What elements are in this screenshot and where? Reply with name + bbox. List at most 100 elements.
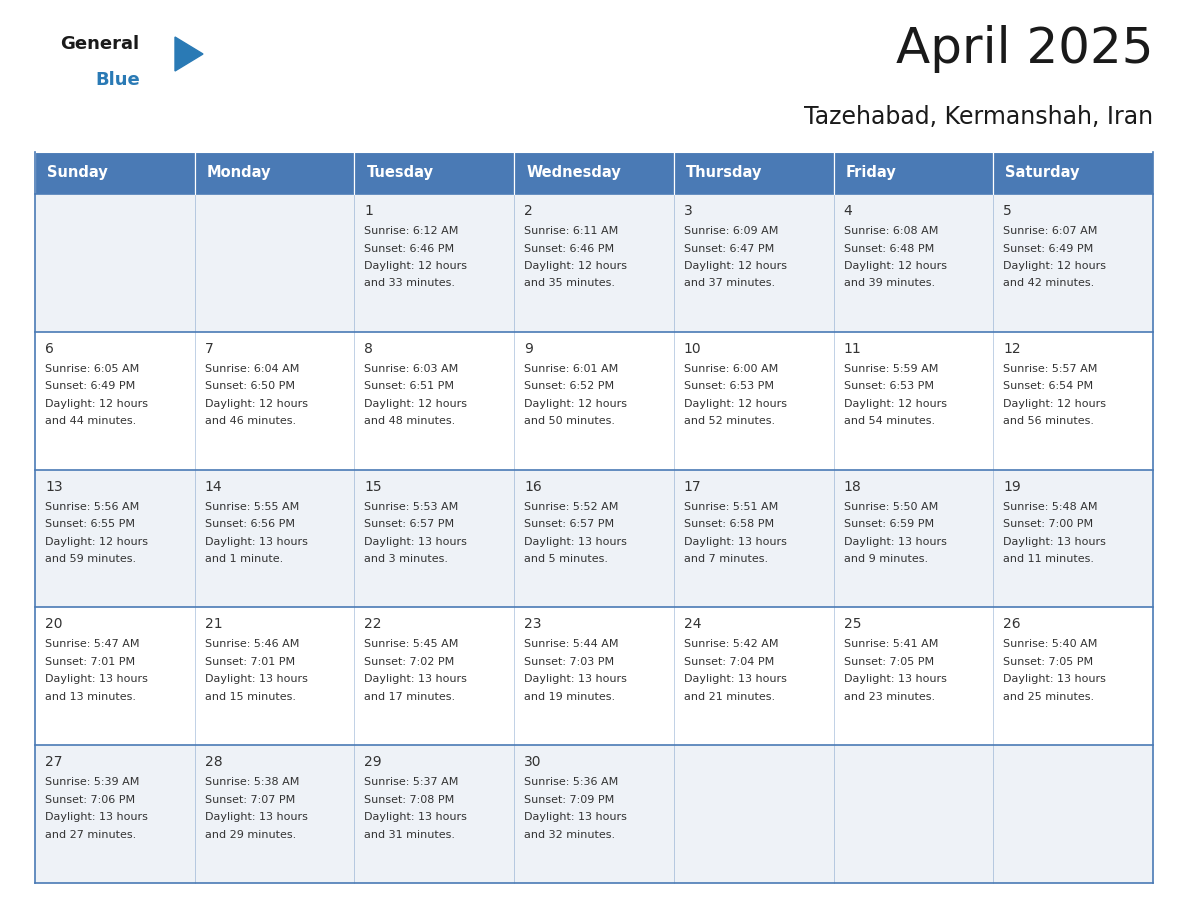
Bar <box>993 608 1154 745</box>
Text: and 52 minutes.: and 52 minutes. <box>684 416 775 426</box>
Text: Daylight: 12 hours: Daylight: 12 hours <box>45 398 148 409</box>
Text: Daylight: 12 hours: Daylight: 12 hours <box>524 398 627 409</box>
Text: Sunrise: 5:45 AM: Sunrise: 5:45 AM <box>365 640 459 649</box>
Text: Monday: Monday <box>207 165 271 181</box>
Text: Daylight: 13 hours: Daylight: 13 hours <box>365 675 467 685</box>
Text: Sunset: 6:49 PM: Sunset: 6:49 PM <box>45 381 135 391</box>
Text: Sunset: 6:54 PM: Sunset: 6:54 PM <box>1004 381 1093 391</box>
Bar <box>195 152 354 194</box>
Bar <box>834 745 993 883</box>
Bar <box>34 745 195 883</box>
Text: Sunrise: 5:57 AM: Sunrise: 5:57 AM <box>1004 364 1098 374</box>
Bar <box>834 608 993 745</box>
Bar <box>514 331 674 470</box>
Text: and 19 minutes.: and 19 minutes. <box>524 692 615 702</box>
Text: 1: 1 <box>365 204 373 218</box>
Text: Daylight: 13 hours: Daylight: 13 hours <box>45 675 147 685</box>
Text: 9: 9 <box>524 341 533 356</box>
Text: Daylight: 13 hours: Daylight: 13 hours <box>684 537 786 546</box>
Text: Sunrise: 5:38 AM: Sunrise: 5:38 AM <box>204 778 299 788</box>
Text: Sunset: 6:47 PM: Sunset: 6:47 PM <box>684 243 775 253</box>
Text: Sunrise: 6:05 AM: Sunrise: 6:05 AM <box>45 364 139 374</box>
Text: Sunrise: 6:12 AM: Sunrise: 6:12 AM <box>365 226 459 236</box>
Text: and 5 minutes.: and 5 minutes. <box>524 554 608 564</box>
Bar <box>514 608 674 745</box>
Text: 18: 18 <box>843 479 861 494</box>
Text: Daylight: 13 hours: Daylight: 13 hours <box>524 675 627 685</box>
Bar <box>514 152 674 194</box>
Text: 7: 7 <box>204 341 214 356</box>
Text: Sunrise: 5:42 AM: Sunrise: 5:42 AM <box>684 640 778 649</box>
Bar <box>354 608 514 745</box>
Text: Sunrise: 6:08 AM: Sunrise: 6:08 AM <box>843 226 939 236</box>
Bar <box>354 194 514 331</box>
Bar <box>993 745 1154 883</box>
Text: 25: 25 <box>843 618 861 632</box>
Text: Sunrise: 5:41 AM: Sunrise: 5:41 AM <box>843 640 939 649</box>
Bar <box>354 152 514 194</box>
Text: and 35 minutes.: and 35 minutes. <box>524 278 615 288</box>
Text: Sunset: 7:01 PM: Sunset: 7:01 PM <box>45 657 135 666</box>
Text: Daylight: 13 hours: Daylight: 13 hours <box>524 537 627 546</box>
Text: 20: 20 <box>45 618 63 632</box>
Bar <box>195 331 354 470</box>
Text: Sunset: 6:55 PM: Sunset: 6:55 PM <box>45 519 135 529</box>
Bar <box>674 608 834 745</box>
Text: 26: 26 <box>1004 618 1020 632</box>
Text: Sunset: 7:08 PM: Sunset: 7:08 PM <box>365 795 455 805</box>
Text: and 33 minutes.: and 33 minutes. <box>365 278 455 288</box>
Text: Saturday: Saturday <box>1005 165 1080 181</box>
Text: 11: 11 <box>843 341 861 356</box>
Text: and 42 minutes.: and 42 minutes. <box>1004 278 1094 288</box>
Text: 19: 19 <box>1004 479 1020 494</box>
Text: Sunrise: 5:39 AM: Sunrise: 5:39 AM <box>45 778 139 788</box>
Text: Sunrise: 5:40 AM: Sunrise: 5:40 AM <box>1004 640 1098 649</box>
Text: Sunrise: 5:52 AM: Sunrise: 5:52 AM <box>524 501 619 511</box>
Bar <box>993 331 1154 470</box>
Text: 23: 23 <box>524 618 542 632</box>
Text: 27: 27 <box>45 756 63 769</box>
Text: Tuesday: Tuesday <box>366 165 434 181</box>
Text: Sunrise: 5:51 AM: Sunrise: 5:51 AM <box>684 501 778 511</box>
Text: Sunrise: 6:01 AM: Sunrise: 6:01 AM <box>524 364 619 374</box>
Text: and 1 minute.: and 1 minute. <box>204 554 283 564</box>
Text: Daylight: 13 hours: Daylight: 13 hours <box>1004 537 1106 546</box>
Text: Sunrise: 5:55 AM: Sunrise: 5:55 AM <box>204 501 299 511</box>
Text: 16: 16 <box>524 479 542 494</box>
Bar <box>674 470 834 608</box>
Text: and 59 minutes.: and 59 minutes. <box>45 554 137 564</box>
Text: Sunset: 6:46 PM: Sunset: 6:46 PM <box>524 243 614 253</box>
Text: 17: 17 <box>684 479 701 494</box>
Text: Sunset: 6:58 PM: Sunset: 6:58 PM <box>684 519 775 529</box>
Text: and 46 minutes.: and 46 minutes. <box>204 416 296 426</box>
Bar <box>674 152 834 194</box>
Text: 4: 4 <box>843 204 852 218</box>
Text: Sunset: 7:06 PM: Sunset: 7:06 PM <box>45 795 135 805</box>
Text: Blue: Blue <box>95 71 140 89</box>
Text: Sunset: 6:49 PM: Sunset: 6:49 PM <box>1004 243 1093 253</box>
Text: General: General <box>61 35 139 53</box>
Bar <box>195 745 354 883</box>
Text: Daylight: 13 hours: Daylight: 13 hours <box>843 537 947 546</box>
Text: 3: 3 <box>684 204 693 218</box>
Text: 6: 6 <box>45 341 53 356</box>
Text: Sunrise: 6:09 AM: Sunrise: 6:09 AM <box>684 226 778 236</box>
Bar <box>195 470 354 608</box>
Text: Daylight: 13 hours: Daylight: 13 hours <box>365 537 467 546</box>
Text: Sunrise: 5:59 AM: Sunrise: 5:59 AM <box>843 364 939 374</box>
Polygon shape <box>175 37 203 71</box>
Text: Sunrise: 6:04 AM: Sunrise: 6:04 AM <box>204 364 299 374</box>
Bar <box>34 152 195 194</box>
Text: and 37 minutes.: and 37 minutes. <box>684 278 775 288</box>
Text: Daylight: 13 hours: Daylight: 13 hours <box>1004 675 1106 685</box>
Bar <box>354 470 514 608</box>
Text: Daylight: 12 hours: Daylight: 12 hours <box>684 398 786 409</box>
Bar <box>34 608 195 745</box>
Text: Sunset: 7:05 PM: Sunset: 7:05 PM <box>843 657 934 666</box>
Text: Thursday: Thursday <box>685 165 763 181</box>
Bar <box>195 608 354 745</box>
Text: Sunrise: 5:53 AM: Sunrise: 5:53 AM <box>365 501 459 511</box>
Text: 12: 12 <box>1004 341 1020 356</box>
Text: Sunset: 7:09 PM: Sunset: 7:09 PM <box>524 795 614 805</box>
Bar <box>354 331 514 470</box>
